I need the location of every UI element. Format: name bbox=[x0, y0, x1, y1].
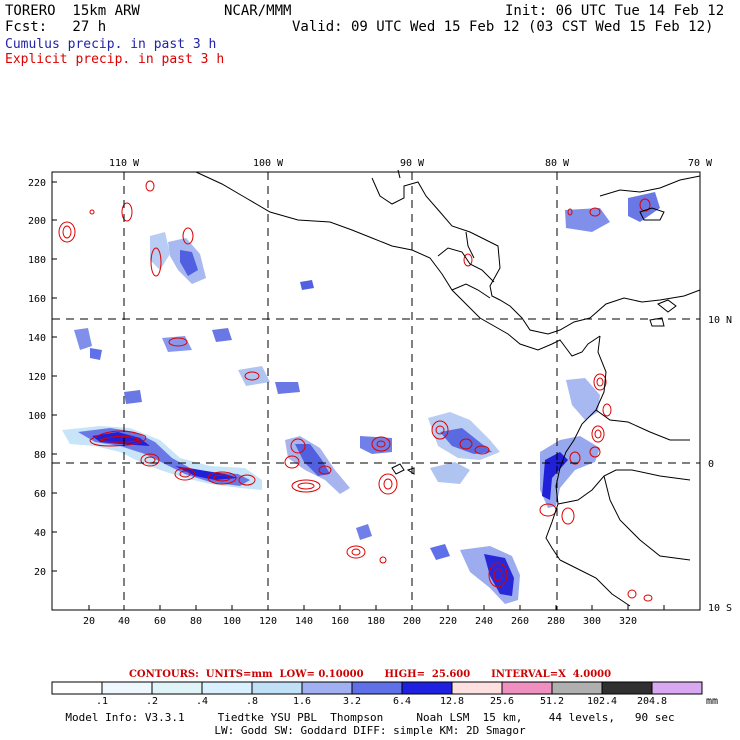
colorbar-label: .2 bbox=[145, 696, 159, 707]
colorbar-label: .4 bbox=[195, 696, 209, 707]
organization-label: NCAR/MMM bbox=[224, 3, 292, 19]
grid-x-label: 220 bbox=[439, 616, 457, 627]
grid-x-label: 120 bbox=[259, 616, 277, 627]
colorbar-label: 25.6 bbox=[489, 696, 515, 707]
grid-y-label: 40 bbox=[34, 528, 46, 539]
grid-x-label: 80 bbox=[190, 616, 202, 627]
colorbar-swatch bbox=[651, 681, 703, 695]
colorbar-swatch bbox=[151, 681, 203, 695]
grid-y-label: 160 bbox=[28, 294, 46, 305]
colorbar-label: 102.4 bbox=[586, 696, 618, 707]
grid-y-label: 120 bbox=[28, 372, 46, 383]
colorbar-swatch bbox=[101, 681, 153, 695]
colorbar-swatch bbox=[401, 681, 453, 695]
contours-info: CONTOURS: UNITS=mm LOW= 0.10000 HIGH= 25… bbox=[128, 669, 612, 680]
colorbar-label: .8 bbox=[245, 696, 259, 707]
grid-y-label: 180 bbox=[28, 255, 46, 266]
grid-x-label: 200 bbox=[403, 616, 421, 627]
colorbar bbox=[51, 681, 703, 695]
axis-ticks bbox=[52, 181, 665, 610]
colorbar-unit: mm bbox=[705, 696, 719, 707]
colorbar-swatch bbox=[601, 681, 653, 695]
grid-y-label: 80 bbox=[34, 450, 46, 461]
model-title: TORERO 15km ARW bbox=[5, 3, 140, 19]
valid-time: Valid: 09 UTC Wed 15 Feb 12 (03 CST Wed … bbox=[292, 19, 714, 35]
lat-label-10n: 10 N bbox=[708, 315, 732, 326]
init-time: Init: 06 UTC Tue 14 Feb 12 bbox=[505, 3, 725, 19]
grid-x-label: 100 bbox=[223, 616, 241, 627]
grid-x-label: 240 bbox=[475, 616, 493, 627]
grid-y-label: 200 bbox=[28, 216, 46, 227]
map-frame bbox=[51, 171, 701, 611]
forecast-hour: Fcst: 27 h bbox=[5, 19, 107, 35]
grid-y-label: 140 bbox=[28, 333, 46, 344]
colorbar-label: 51.2 bbox=[539, 696, 565, 707]
grid-y-label: 220 bbox=[28, 178, 46, 189]
colorbar-swatch bbox=[501, 681, 553, 695]
grid-x-label: 20 bbox=[83, 616, 95, 627]
grid-x-label: 280 bbox=[547, 616, 565, 627]
colorbar-swatch bbox=[351, 681, 403, 695]
grid-x-label: 160 bbox=[331, 616, 349, 627]
lon-label-80w: 80 W bbox=[545, 158, 570, 169]
lon-label-70w: 70 W bbox=[688, 158, 713, 169]
colorbar-label: 1.6 bbox=[292, 696, 312, 707]
physics-info: LW: Godd SW: Goddard DIFF: simple KM: 2D… bbox=[214, 724, 526, 737]
lon-label-100w: 100 W bbox=[253, 158, 284, 169]
colorbar-swatch bbox=[251, 681, 303, 695]
grid-y-label: 100 bbox=[28, 411, 46, 422]
model-info: Model Info: V3.3.1 Tiedtke YSU PBL Thomp… bbox=[65, 711, 675, 724]
colorbar-swatch bbox=[451, 681, 503, 695]
grid-x-label: 300 bbox=[583, 616, 601, 627]
lat-label-10s: 10 S bbox=[708, 603, 732, 614]
coastlines bbox=[195, 169, 701, 607]
grid-y-label: 20 bbox=[34, 567, 46, 578]
colorbar-label: .1 bbox=[95, 696, 109, 707]
colorbar-swatch bbox=[301, 681, 353, 695]
colorbar-swatch bbox=[51, 681, 103, 695]
colorbar-swatch bbox=[551, 681, 603, 695]
grid-x-label: 60 bbox=[154, 616, 166, 627]
cumulus-legend: Cumulus precip. in past 3 h bbox=[5, 37, 217, 52]
colorbar-label: 6.4 bbox=[392, 696, 412, 707]
explicit-precip-contours bbox=[58, 180, 653, 602]
colorbar-label: 12.8 bbox=[439, 696, 465, 707]
grid-x-label: 180 bbox=[367, 616, 385, 627]
grid-x-label: 320 bbox=[619, 616, 637, 627]
grid-x-label: 40 bbox=[118, 616, 130, 627]
colorbar-label: 204.8 bbox=[636, 696, 668, 707]
colorbar-swatch bbox=[201, 681, 253, 695]
grid-x-label: 140 bbox=[295, 616, 313, 627]
colorbar-label: 3.2 bbox=[342, 696, 362, 707]
lon-label-90w: 90 W bbox=[400, 158, 425, 169]
grid-y-label: 60 bbox=[34, 489, 46, 500]
grid-x-label: 260 bbox=[511, 616, 529, 627]
lon-label-110w: 110 W bbox=[109, 158, 140, 169]
lat-label-0: 0 bbox=[708, 459, 714, 470]
explicit-legend: Explicit precip. in past 3 h bbox=[5, 52, 225, 67]
latlon-grid bbox=[52, 172, 700, 610]
